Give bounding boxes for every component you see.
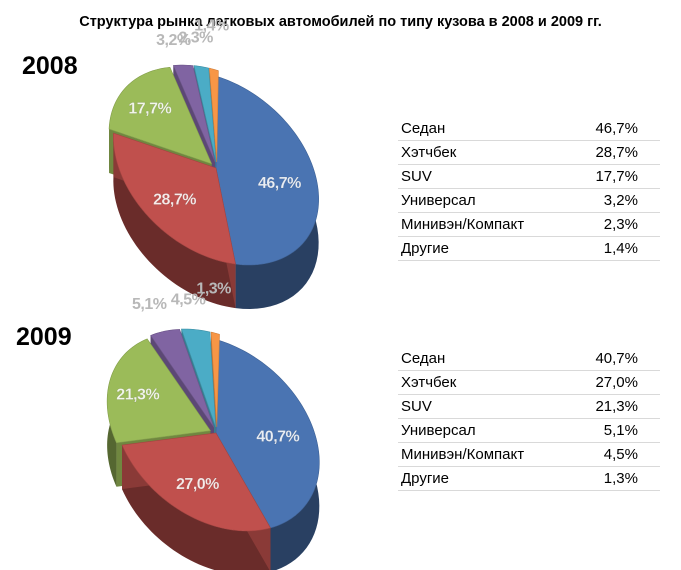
pie-side-хэтчбек: [113, 133, 236, 309]
table-row: SUV 17,7%: [398, 164, 660, 189]
row-label: Минивэн/Компакт: [398, 212, 572, 237]
table-row: Минивэн/Компакт 2,3%: [398, 212, 660, 237]
pie-slice-седан: [215, 76, 319, 266]
row-label: Седан: [398, 347, 572, 371]
table-row: Седан 40,7%: [398, 347, 660, 371]
year-label-2008: 2008: [22, 52, 78, 80]
pie-slice-седан: [215, 339, 320, 529]
row-value: 28,7%: [571, 140, 660, 165]
value-label-хэтчбек: 28,7%: [153, 192, 196, 209]
row-label: Хэтчбек: [398, 370, 572, 395]
year-label-2009: 2009: [16, 323, 72, 351]
pie-slice-универсал: [172, 64, 216, 163]
pie-slice-хэтчбек: [121, 432, 271, 532]
value-label-универсал: 5,1%: [132, 296, 167, 313]
row-value: 2,3%: [571, 212, 660, 237]
table-row: Минивэн/Компакт 4,5%: [398, 442, 660, 467]
table-row: Седан 46,7%: [398, 117, 660, 141]
value-label-седан: 46,7%: [258, 175, 301, 192]
row-label: Универсал: [398, 188, 572, 213]
row-label: Другие: [398, 236, 572, 261]
chart-title: Структура рынка легковых автомобилей по …: [79, 14, 602, 30]
row-value: 1,3%: [571, 466, 660, 491]
table-row: Универсал 3,2%: [398, 188, 660, 213]
row-label: Другие: [398, 466, 572, 491]
value-label-минивэн-компакт: 4,5%: [171, 292, 206, 309]
pie-slice-универсал: [150, 329, 215, 428]
pie-slices: 40,7% 27,0% 21,3% 5,1% 4,5%1,3%: [106, 280, 320, 570]
data-table-2008: Седан 46,7% Хэтчбек 28,7% SUV 17,7% Универс…: [398, 117, 660, 261]
row-label: Минивэн/Компакт: [398, 442, 572, 467]
row-label: Седан: [398, 117, 572, 141]
row-value: 1,4%: [571, 236, 660, 261]
pie-slice-suv: [108, 66, 213, 165]
row-value: 4,5%: [571, 442, 660, 467]
pie-top-faces: [108, 64, 319, 266]
row-value: 46,7%: [571, 117, 660, 141]
data-table-2009: Седан 40,7% Хэтчбек 27,0% SUV 21,3% Универс…: [398, 347, 660, 491]
pie-side-хэтчбек: [122, 445, 271, 570]
row-value: 17,7%: [571, 164, 660, 189]
value-label-седан: 40,7%: [256, 428, 299, 445]
row-value: 5,1%: [571, 418, 660, 443]
pie-slice-другие: [209, 67, 219, 163]
row-label: SUV: [398, 394, 572, 419]
value-label-другие: 1,4%: [194, 17, 229, 34]
row-label: Хэтчбек: [398, 140, 572, 165]
pie-slice-другие: [210, 331, 220, 428]
pie-value-labels: 40,7% 27,0% 21,3% 5,1% 4,5%1,3%: [116, 280, 300, 493]
table-row: Другие 1,3%: [398, 466, 660, 491]
pie-value-labels: 46,7% 28,7% 17,7% 3,2%2,3%1,4%: [128, 17, 302, 209]
table-row: SUV 21,3%: [398, 394, 660, 419]
value-label-минивэн-компакт: 2,3%: [178, 29, 213, 46]
table-row: Хэтчбек 27,0%: [398, 370, 660, 395]
value-label-suv: 17,7%: [128, 101, 171, 118]
pie-chart-2008: 46,7% 28,7% 17,7% 3,2%2,3%1,4%: [108, 17, 319, 309]
row-value: 21,3%: [571, 394, 660, 419]
value-label-хэтчбек: 27,0%: [176, 476, 219, 493]
pie-top-faces: [106, 328, 320, 532]
row-value: 27,0%: [571, 370, 660, 395]
table-row: Хэтчбек 28,7%: [398, 140, 660, 165]
row-value: 40,7%: [571, 347, 660, 371]
pie-slice-минивэн-компакт: [193, 65, 217, 163]
row-label: Универсал: [398, 418, 572, 443]
pie-slice-хэтчбек: [113, 132, 236, 265]
value-label-универсал: 3,2%: [156, 32, 191, 49]
pie-chart-2009: 40,7% 27,0% 21,3% 5,1% 4,5%1,3%: [106, 280, 320, 570]
pie-slices: 46,7% 28,7% 17,7% 3,2%2,3%1,4%: [108, 17, 319, 309]
pie-slice-минивэн-компакт: [180, 328, 217, 428]
value-label-suv: 21,3%: [116, 386, 159, 403]
value-label-другие: 1,3%: [196, 280, 231, 297]
row-value: 3,2%: [571, 188, 660, 213]
row-label: SUV: [398, 164, 572, 189]
table-row: Другие 1,4%: [398, 236, 660, 261]
pie-slice-suv: [106, 338, 211, 444]
table-row: Универсал 5,1%: [398, 418, 660, 443]
